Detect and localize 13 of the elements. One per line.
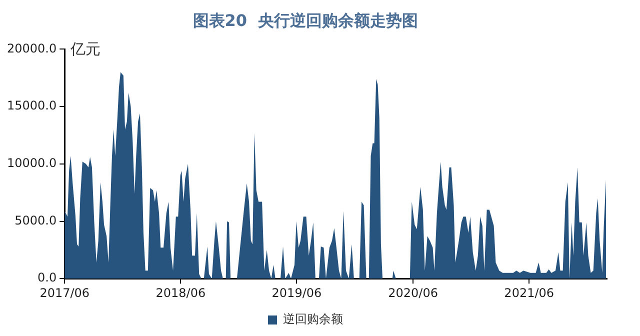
chart-title: 图表20 央行逆回购余额走势图 (192, 10, 418, 30)
y-axis-title: 亿元 (70, 40, 101, 58)
x-tick-label: 2020/06 (388, 286, 438, 300)
y-tick-label: 5000.0 (14, 213, 57, 228)
y-tick-label: 10000.0 (7, 156, 57, 170)
y-tick-label: 0.0 (38, 270, 57, 285)
x-tick-label: 2017/06 (40, 286, 90, 300)
y-tick-label: 15000.0 (7, 98, 57, 113)
legend-label: 逆回购余额 (283, 312, 343, 326)
x-tick-label: 2021/06 (504, 286, 554, 300)
y-tick-label: 20000.0 (7, 41, 57, 56)
x-tick-label: 2019/06 (272, 286, 322, 300)
x-tick-label: 2018/06 (156, 286, 206, 300)
